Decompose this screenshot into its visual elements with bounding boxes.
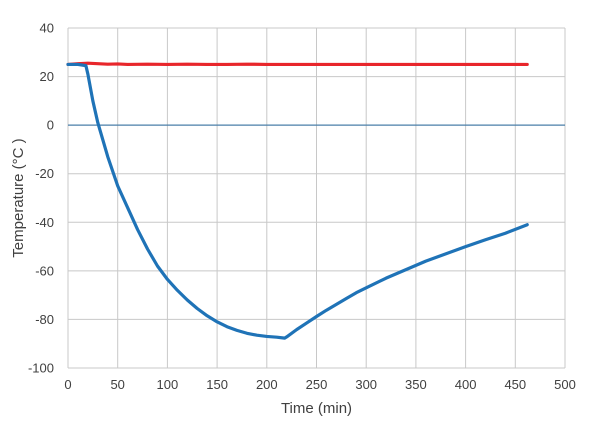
y-axis-title: Temperature (°C ) — [10, 138, 27, 257]
x-tick-label-7: 350 — [405, 377, 427, 392]
x-tick-label-4: 200 — [256, 377, 278, 392]
x-tick-label-6: 300 — [355, 377, 377, 392]
x-tick-label-2: 100 — [157, 377, 179, 392]
tick-labels: 0 50 100 150 200 250 300 350 400 450 500-100-80-60… — [28, 21, 576, 393]
y-tick-label-2: -60 — [35, 263, 54, 278]
x-tick-label-5: 250 — [306, 377, 328, 392]
x-tick-label-10: 500 — [554, 377, 576, 392]
series-lines — [66, 61, 529, 340]
x-tick-label-9: 450 — [504, 377, 526, 392]
y-tick-label-6: 20 — [40, 69, 54, 84]
x-tick-label-8: 400 — [455, 377, 477, 392]
y-tick-label-3: -40 — [35, 215, 54, 230]
y-tick-label-4: -20 — [35, 166, 54, 181]
series-line-2 — [66, 62, 529, 340]
x-axis-title: Time (min) — [281, 400, 352, 417]
grid-lines — [67, 27, 566, 369]
y-tick-label-5: 0 — [47, 118, 54, 133]
y-tick-label-1: -80 — [35, 312, 54, 327]
series-line-1 — [66, 61, 529, 67]
x-tick-label-3: 150 — [206, 377, 228, 392]
y-tick-label-0: -100 — [28, 361, 54, 376]
y-tick-label-7: 40 — [40, 21, 54, 36]
x-tick-label-0: 0 — [64, 377, 71, 392]
x-tick-label-1: 50 — [110, 377, 124, 392]
